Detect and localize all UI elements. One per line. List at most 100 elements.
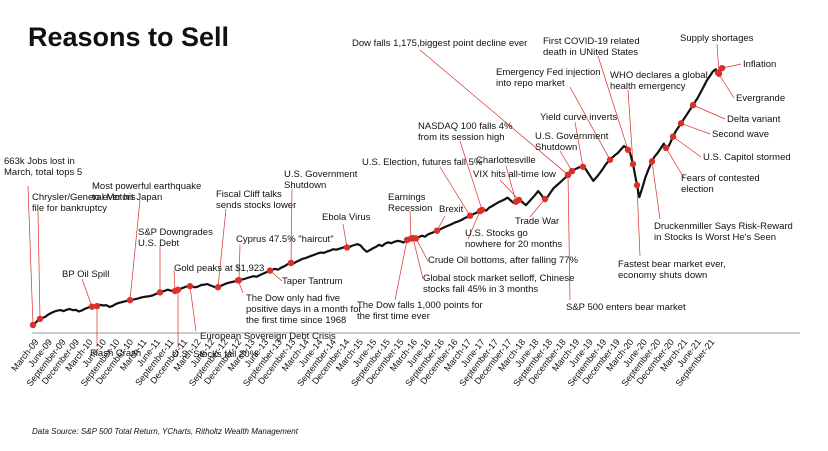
event-label: Taper Tantrum — [282, 276, 343, 287]
event-label: VIX hits all-time low — [473, 169, 556, 180]
event-label-line: Charlottesville — [476, 155, 536, 166]
event-label-line: Second wave — [712, 129, 769, 140]
event-label-line: Yield curve inverts — [540, 112, 618, 123]
event-label: Most powerful earthquake to ever hit Japa… — [92, 181, 201, 203]
event-label-line: European Sovereign Debt Crisis — [200, 331, 336, 342]
event-leader — [567, 174, 571, 301]
event-label-line: S&P 500 enters bear market — [566, 302, 686, 313]
event-marker — [541, 195, 549, 203]
event-leader — [499, 179, 520, 201]
event-label-line: Brexit — [439, 204, 464, 215]
event-label-line: The Dow only had five — [246, 293, 340, 304]
event-label-line: the first time ever — [357, 311, 430, 322]
event-label: U.S. Government Shutdown — [284, 169, 358, 191]
event-marker — [433, 227, 441, 234]
event-leader — [680, 123, 711, 135]
event-label: Supply shortages — [680, 33, 754, 44]
event-marker — [126, 296, 134, 304]
event-label-line: Fastest bear market ever, — [618, 259, 726, 270]
event-label: Crude Oil bottoms, after falling 77% — [428, 255, 579, 266]
event-leader — [692, 104, 726, 120]
event-label-line: Global stock market selloff, Chinese — [423, 273, 574, 284]
event-label-line: Shutdown — [284, 180, 326, 191]
event-marker — [478, 206, 486, 214]
event-marker — [662, 144, 670, 152]
event-label: Druckenmiller Says Risk-Reward in Stocks … — [654, 221, 793, 243]
event-label: BP Oil Spill — [62, 269, 109, 280]
event-leader — [717, 72, 735, 99]
event-label: Fastest bear market ever, economy shuts d… — [618, 259, 726, 281]
event-label: U.S. Election, futures fall 5% — [362, 157, 483, 168]
event-marker — [629, 160, 637, 168]
event-label-line: Crude Oil bottoms, after falling 77% — [428, 255, 579, 266]
event-label-line: March, total tops 5 — [4, 167, 82, 178]
event-label-line: S&P Downgrades — [138, 227, 213, 238]
event-label: WHO declares a global health emergency — [610, 70, 708, 92]
event-label-line: economy shuts down — [618, 270, 707, 281]
event-leader — [559, 150, 573, 172]
event-label-line: U.S. Government — [284, 169, 358, 180]
event-leader — [627, 89, 634, 165]
event-label-line: sends stocks lower — [216, 200, 296, 211]
event-marker — [714, 69, 722, 76]
event-label-line: Cyprus 47.5% "haircut" — [236, 234, 334, 245]
event-label: Chrysler/General Motors file for bankrupt… — [32, 192, 136, 214]
event-marker — [186, 282, 194, 290]
event-leader — [290, 188, 293, 263]
event-leader — [415, 238, 429, 262]
event-leader — [569, 86, 611, 160]
event-marker — [624, 146, 632, 154]
event-label-line: Gold peaks at $1,923 — [174, 263, 264, 274]
event-leader — [173, 269, 176, 292]
event-marker — [412, 235, 420, 242]
event-marker — [214, 284, 222, 291]
event-label: S&P Downgrades U.S. Debt — [138, 227, 213, 249]
event-leader — [651, 161, 661, 220]
event-marker — [648, 158, 656, 165]
event-label-line: Trade War — [515, 216, 559, 227]
data-source-note: Data Source: S&P 500 Total Return, YChar… — [32, 427, 299, 436]
event-label: U.S. Stocks go nowhere for 20 months — [465, 228, 562, 250]
event-label-line: Fears of contested — [681, 173, 760, 184]
event-marker — [407, 235, 415, 242]
event-label: U.S. Capitol stormed — [703, 152, 791, 163]
event-label-line: Earnings — [388, 192, 426, 203]
event-label: S&P 500 enters bear market — [566, 302, 686, 313]
event-leader — [419, 49, 569, 176]
event-label-line: U.S. Stocks fall 20% — [172, 349, 259, 360]
event-label: NASDAQ 100 falls 4% from its session high — [418, 121, 513, 143]
event-marker — [29, 321, 37, 329]
event-label: Gold peaks at $1,923 — [174, 263, 264, 274]
event-label-line: NASDAQ 100 falls 4% — [418, 121, 513, 132]
event-leader — [529, 198, 546, 218]
event-marker — [689, 101, 697, 109]
event-label-line: Chrysler/General Motors — [32, 192, 136, 203]
event-label-line: U.S. Debt — [138, 238, 180, 249]
event-label-line: Most powerful earthquake — [92, 181, 201, 192]
event-marker — [266, 267, 274, 274]
event-label-line: the first time since 1968 — [246, 315, 346, 326]
event-leader — [467, 210, 481, 240]
event-marker — [579, 163, 587, 170]
event-label-line: in Stocks Is Worst He's Seen — [654, 232, 776, 243]
x-axis-ticks: March-09June-09September-09December-09Ma… — [9, 337, 716, 388]
event-markers — [29, 64, 726, 329]
event-leader — [238, 244, 241, 281]
event-leader — [27, 185, 34, 326]
leader-lines — [27, 43, 742, 348]
event-leader — [672, 136, 702, 158]
event-label: Fiscal Cliff talks sends stocks lower — [216, 189, 296, 211]
event-marker — [343, 244, 351, 251]
event-marker — [512, 198, 520, 205]
event-label-line: U.S. Stocks go — [465, 228, 528, 239]
event-marker — [568, 167, 576, 175]
event-label-line: U.S. Government — [535, 131, 609, 142]
event-label: Charlottesville — [476, 155, 536, 166]
event-leader — [129, 199, 141, 301]
event-labels: 663k Jobs lost in March, total tops 5 Chry… — [4, 33, 793, 360]
event-marker — [718, 64, 726, 72]
event-leader — [636, 185, 641, 257]
event-label: Global stock market selloff, Chinese stoc… — [423, 273, 574, 295]
event-label-line: The Dow falls 1,000 points for — [357, 300, 483, 311]
